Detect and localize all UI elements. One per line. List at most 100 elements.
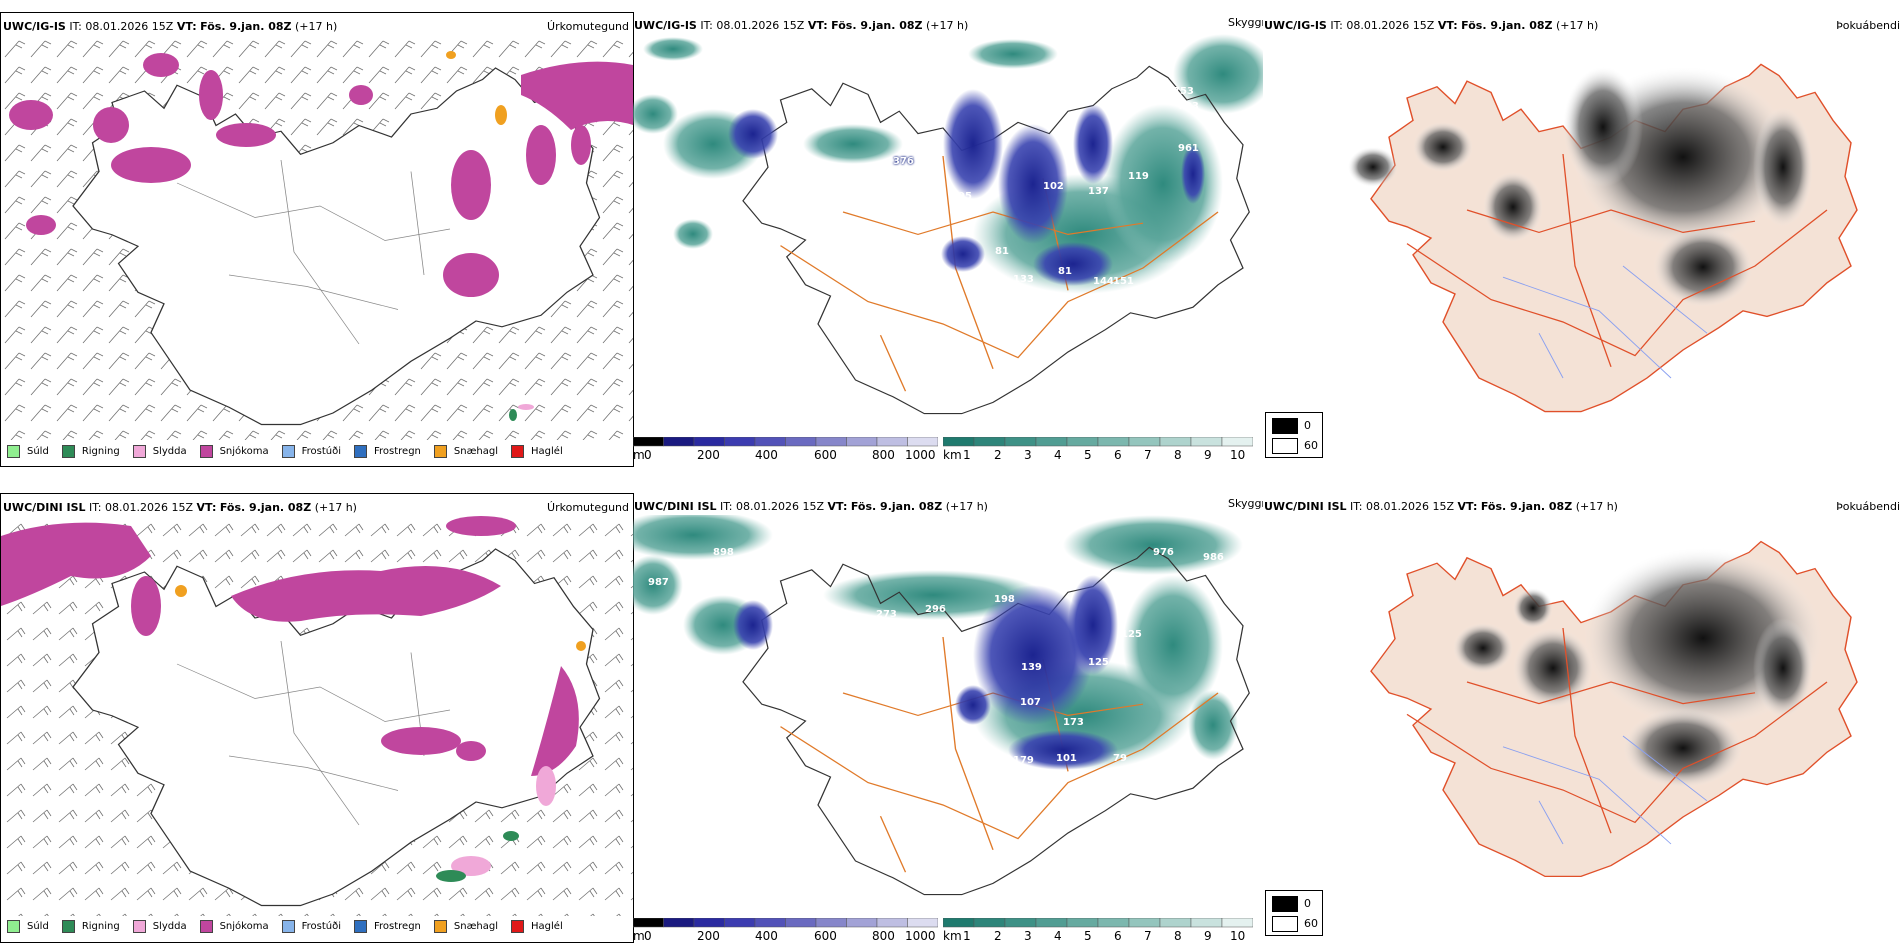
m-tick: 400 bbox=[755, 929, 778, 941]
fog-legend-low: 60 bbox=[1304, 917, 1318, 930]
colorbar-segment bbox=[785, 437, 817, 447]
colorbar-segment bbox=[815, 437, 847, 447]
panel-header: UWC/IG-IS IT: 08.01.2026 15Z VT: Fös. 9.… bbox=[3, 20, 338, 33]
m-tick: 800 bbox=[872, 448, 895, 462]
m-tick: 200 bbox=[697, 929, 720, 941]
precip-map bbox=[1, 35, 633, 440]
colorbar-segment bbox=[1035, 918, 1068, 928]
m-tick: 600 bbox=[814, 448, 837, 462]
colorbar-segment bbox=[724, 918, 756, 928]
km-tick: 8 bbox=[1174, 448, 1182, 462]
colorbar-segment bbox=[907, 437, 938, 447]
visibility-panel-row1: UWC/IG-IS IT: 08.01.2026 15Z VT: Fös. 9.… bbox=[633, 12, 1263, 465]
km-tick: 2 bbox=[994, 448, 1002, 462]
colorbar-segment bbox=[754, 918, 786, 928]
fog-panel-row1: UWC/IG-IS IT: 08.01.2026 15Z VT: Fös. 9.… bbox=[1263, 12, 1900, 452]
m-tick: 200 bbox=[697, 448, 720, 462]
visibility-value: 703 bbox=[1178, 101, 1199, 112]
panel-title: Þokuábendi bbox=[1836, 19, 1900, 32]
km-tick: 7 bbox=[1144, 929, 1152, 941]
colorbar-segment bbox=[846, 918, 878, 928]
km-tick: 9 bbox=[1204, 929, 1212, 941]
visibility-value: 961 bbox=[1178, 143, 1199, 154]
visibility-value: 79 bbox=[1113, 753, 1127, 764]
visibility-value: 137 bbox=[1088, 186, 1109, 197]
colorbar-segment bbox=[1035, 437, 1068, 447]
colorbar-segment bbox=[1066, 437, 1099, 447]
visibility-value: 173 bbox=[1063, 717, 1084, 728]
visibility-value: 95 bbox=[958, 191, 972, 202]
visibility-m-colorbar bbox=[633, 918, 938, 928]
precip-type-panel-row1: UWC/IG-IS IT: 08.01.2026 15Z VT: Fös. 9.… bbox=[0, 12, 634, 467]
km-unit-label: km bbox=[943, 929, 962, 941]
panel-title: Skyggni bbox=[1228, 16, 1263, 29]
precip-map bbox=[1, 516, 633, 916]
visibility-value: 986 bbox=[1203, 552, 1224, 563]
visibility-panel-row2: UWC/DINI ISL IT: 08.01.2026 15Z VT: Fös.… bbox=[633, 493, 1263, 941]
visibility-value: 273 bbox=[876, 609, 897, 620]
colorbar-segment bbox=[907, 918, 938, 928]
visibility-km-colorbar bbox=[943, 918, 1253, 928]
colorbar-segment bbox=[876, 437, 908, 447]
visibility-value: 909 bbox=[783, 527, 804, 538]
visibility-value: 198 bbox=[994, 594, 1015, 605]
colorbar-segment bbox=[973, 918, 1006, 928]
km-tick: 1 bbox=[963, 929, 971, 941]
colorbar-segment bbox=[943, 437, 975, 447]
visibility-value: 139 bbox=[1021, 662, 1042, 673]
colorbar-segment bbox=[1097, 437, 1130, 447]
m-tick: 800 bbox=[872, 929, 895, 941]
panel-title: Úrkomutegund bbox=[547, 501, 629, 514]
km-tick: 10 bbox=[1230, 929, 1246, 941]
colorbar-segment bbox=[1097, 918, 1130, 928]
legend-item: Frostregn bbox=[354, 445, 421, 458]
precip-type-panel-row2: UWC/DINI ISL IT: 08.01.2026 15Z VT: Fös.… bbox=[0, 493, 634, 943]
visibility-value: 125 bbox=[1088, 657, 1109, 668]
m-unit-label: m bbox=[633, 929, 645, 941]
fog-map bbox=[1348, 63, 1858, 413]
fog-map bbox=[1370, 540, 1858, 878]
colorbar-segment bbox=[693, 918, 725, 928]
visibility-value: 976 bbox=[1153, 547, 1174, 558]
visibility-km-colorbar bbox=[943, 437, 1253, 447]
m-tick: 600 bbox=[814, 929, 837, 941]
km-tick: 1 bbox=[963, 448, 971, 462]
m-tick: 0 bbox=[644, 448, 652, 462]
colorbar-segment bbox=[663, 918, 695, 928]
visibility-value: 81 bbox=[1058, 266, 1072, 277]
fog-legend-high: 0 bbox=[1304, 419, 1311, 432]
visibility-value: 179 bbox=[1013, 755, 1034, 766]
precip-legend: Súld Rigning Slydda Snjókoma Frostúði Fr… bbox=[7, 445, 576, 458]
panel-header: UWC/DINI ISL IT: 08.01.2026 15Z VT: Fös.… bbox=[1264, 500, 1618, 513]
visibility-value: 102 bbox=[1043, 181, 1064, 192]
colorbar-segment bbox=[663, 437, 695, 447]
km-tick: 8 bbox=[1174, 929, 1182, 941]
legend-item: Slydda bbox=[132, 920, 187, 933]
m-tick: 400 bbox=[755, 448, 778, 462]
visibility-value: 119 bbox=[1128, 171, 1149, 182]
km-tick: 7 bbox=[1144, 448, 1152, 462]
km-unit-label: km bbox=[943, 448, 962, 462]
panel-title: Þokuábendi bbox=[1836, 500, 1900, 513]
legend-item: Súld bbox=[7, 920, 49, 933]
visibility-value: 296 bbox=[925, 604, 946, 615]
legend-item: Snæhagl bbox=[433, 920, 498, 933]
visibility-value: 151 bbox=[1113, 276, 1134, 287]
visibility-value: 376 bbox=[893, 156, 914, 167]
panel-header: UWC/DINI ISL IT: 08.01.2026 15Z VT: Fös.… bbox=[634, 500, 988, 513]
visibility-value: 133 bbox=[1013, 274, 1034, 285]
visibility-value: 753 bbox=[1173, 86, 1194, 97]
m-tick: 1000 bbox=[905, 929, 936, 941]
km-tick: 6 bbox=[1114, 929, 1122, 941]
legend-item: Snæhagl bbox=[433, 445, 498, 458]
colorbar-segment bbox=[815, 918, 847, 928]
visibility-value: 122 bbox=[895, 254, 916, 265]
colorbar-segment bbox=[1004, 918, 1037, 928]
m-tick: 1000 bbox=[905, 448, 936, 462]
colorbar-segment bbox=[633, 437, 664, 447]
km-tick: 10 bbox=[1230, 448, 1246, 462]
legend-item: Rigning bbox=[61, 920, 120, 933]
visibility-value: 898 bbox=[713, 547, 734, 558]
km-tick: 3 bbox=[1024, 448, 1032, 462]
km-tick: 5 bbox=[1084, 929, 1092, 941]
